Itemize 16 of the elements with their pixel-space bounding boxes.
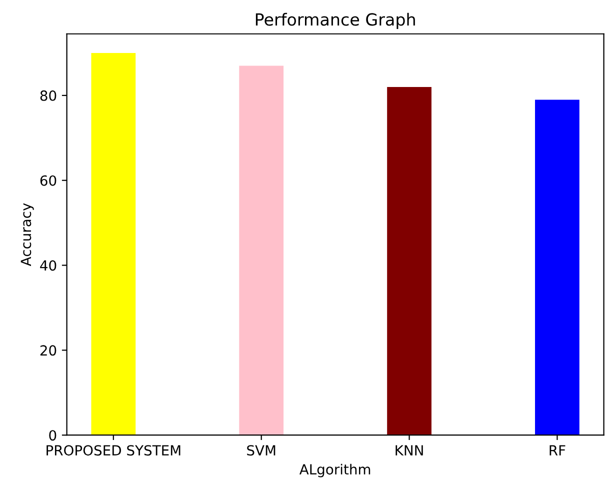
chart-title: Performance Graph <box>256 12 415 30</box>
y-tick-label: 80 <box>40 90 56 101</box>
y-tick-label: 60 <box>40 175 56 186</box>
bar <box>239 66 284 436</box>
x-axis-title: ALgorithm <box>299 464 370 478</box>
x-tick-label: RF <box>550 445 566 456</box>
bar <box>535 100 580 436</box>
y-tick-label: 0 <box>49 430 56 441</box>
x-tick-label: SVM <box>247 445 276 456</box>
y-tick-label: 40 <box>40 260 56 271</box>
y-axis-title: Accuracy <box>20 203 34 266</box>
bar <box>387 86 432 436</box>
x-tick-label: KNN <box>396 445 423 456</box>
y-tick-label: 20 <box>40 345 56 356</box>
x-tick-label: PROPOSED SYSTEM <box>46 445 180 456</box>
bar <box>91 52 136 436</box>
